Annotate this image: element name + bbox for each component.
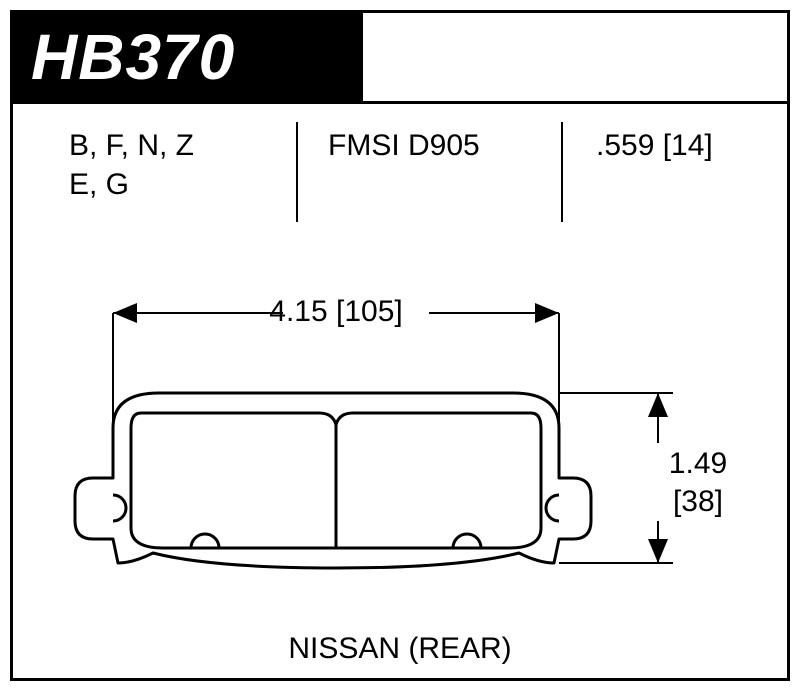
footer-label: NISSAN (REAR) [13,632,787,666]
outer-frame: HB370 B, F, N, Z E, G FMSI D905 .559 [14… [10,10,790,681]
spec-divider-1 [296,122,298,222]
height-in: 1.49 [669,447,727,480]
spec-codes-line1: B, F, N, Z [69,126,289,165]
width-value: 4.15 [105] [269,295,402,328]
diagram-area: 4.15 [105] 1.49 [38] [13,263,787,633]
brake-pad-shape [75,393,591,568]
header-bar: HB370 [13,13,363,101]
height-mm: [38] [673,485,723,518]
spec-thickness: .559 [14] [596,126,766,165]
spec-fmsi: FMSI D905 [328,126,548,165]
brake-pad-diagram: 4.15 [105] 1.49 [38] [13,263,793,633]
part-number: HB370 [31,20,235,94]
width-in: 4.15 [269,295,327,328]
spec-codes-line2: E, G [69,165,289,204]
spec-section: B, F, N, Z E, G FMSI D905 .559 [14] [13,104,787,244]
spec-codes: B, F, N, Z E, G [69,126,289,204]
spec-divider-2 [561,122,563,222]
width-mm: [105] [336,295,403,328]
